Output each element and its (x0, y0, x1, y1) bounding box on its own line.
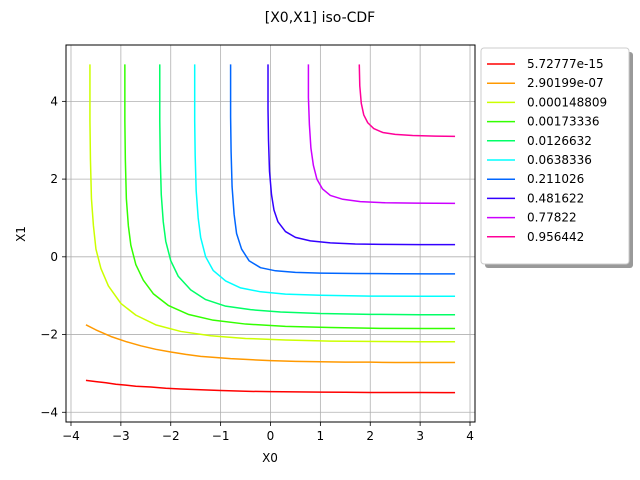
x-tick-label: −1 (212, 429, 230, 443)
y-tick-label: 2 (50, 172, 58, 186)
series-line-10 (358, 64, 456, 138)
series-line-4 (124, 64, 456, 330)
x-axis-ticks: −4 −3 −2 −1 0 1 2 3 4 (62, 422, 474, 443)
series-line-2 (85, 324, 456, 364)
legend-label: 0.00173336 (527, 115, 600, 129)
legend-label: 0.000148809 (527, 95, 607, 109)
series-line-5 (159, 64, 456, 316)
x-tick-label: −2 (162, 429, 180, 443)
legend-label: 2.90199e-07 (527, 76, 604, 90)
y-tick-label: −4 (40, 405, 58, 419)
series-line-3 (89, 64, 456, 343)
legend-label: 0.956442 (527, 230, 584, 244)
x-tick-label: 3 (416, 429, 424, 443)
y-axis-ticks: −4 −2 0 2 4 (40, 94, 66, 419)
series-line-9 (307, 64, 456, 205)
x-tick-label: 1 (317, 429, 325, 443)
legend-box (480, 47, 630, 265)
x-tick-label: 0 (267, 429, 275, 443)
series-line-7 (229, 64, 456, 275)
series-line-6 (193, 64, 456, 298)
legend-label: 0.211026 (527, 172, 584, 186)
legend-items: 5.72777e-15 2.90199e-07 0.000148809 0.00173… (487, 57, 607, 244)
legend-label: 0.0126632 (527, 134, 592, 148)
grid (66, 45, 475, 422)
legend-label: 0.481622 (527, 191, 584, 205)
legend: 5.72777e-15 2.90199e-07 0.000148809 0.00173… (480, 47, 633, 268)
series-group (85, 64, 456, 394)
y-tick-label: 4 (50, 94, 58, 108)
y-tick-label: −2 (40, 328, 58, 342)
x-tick-label: −4 (62, 429, 80, 443)
legend-label: 0.77822 (527, 211, 577, 225)
series-line-1 (85, 379, 456, 394)
y-tick-label: 0 (50, 250, 58, 264)
legend-label: 5.72777e-15 (527, 57, 604, 71)
chart-title: [X0,X1] iso-CDF (265, 10, 376, 26)
x-tick-label: 2 (366, 429, 374, 443)
x-tick-label: 4 (466, 429, 474, 443)
x-axis-label: X0 (262, 451, 278, 465)
legend-label: 0.0638336 (527, 153, 592, 167)
x-tick-label: −3 (112, 429, 130, 443)
y-axis-label: X1 (14, 226, 28, 242)
series-line-8 (267, 64, 456, 246)
